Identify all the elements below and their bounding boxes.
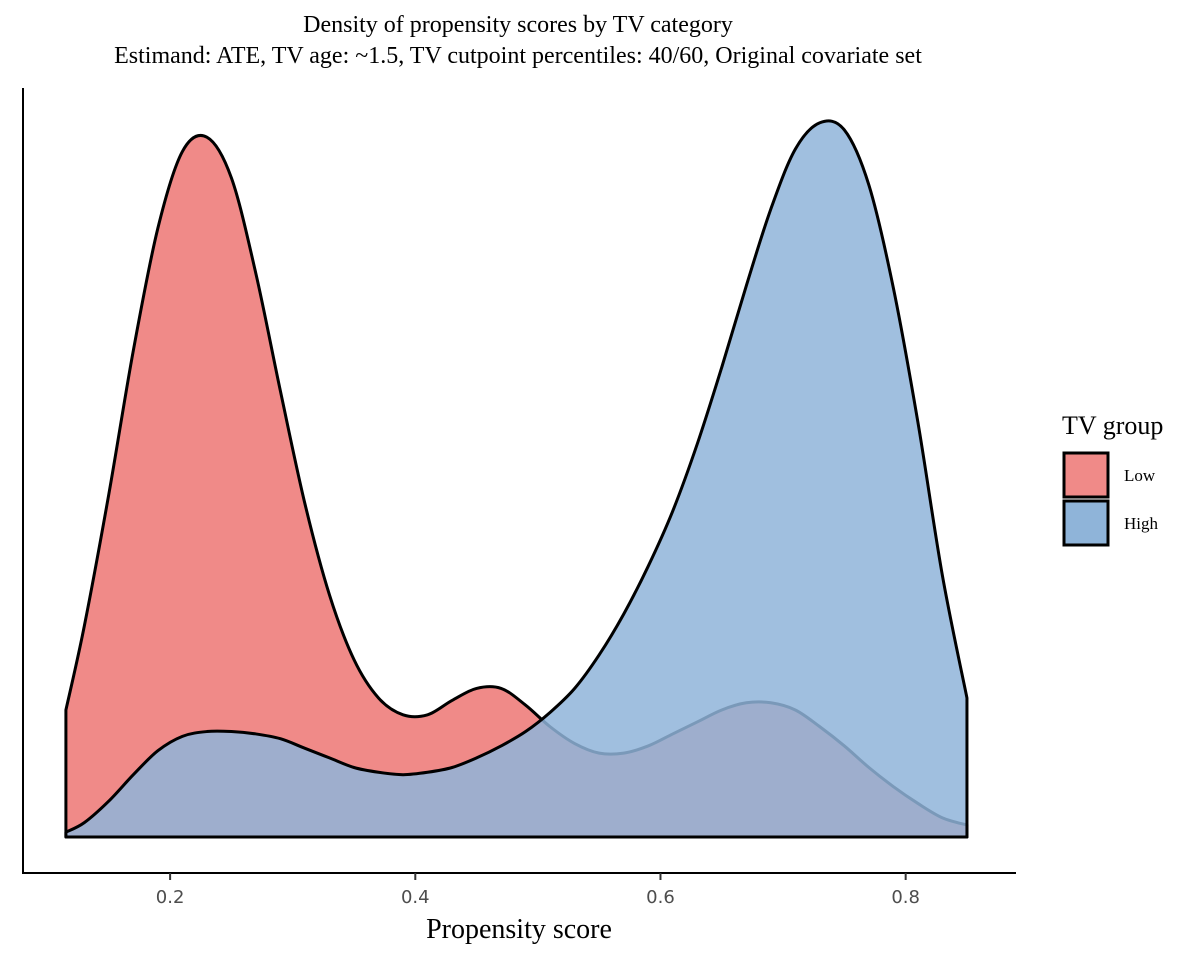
x-tick-label: 0.2 — [156, 887, 185, 908]
legend-title: TV group — [1062, 411, 1163, 440]
chart-subtitle: Estimand: ATE, TV age: ~1.5, TV cutpoint… — [114, 43, 922, 69]
x-axis-ticks: 0.2 0.4 0.6 0.8 — [156, 873, 920, 908]
x-tick-label: 0.6 — [646, 887, 675, 908]
legend-key-high — [1062, 499, 1110, 547]
x-tick-label: 0.4 — [401, 887, 430, 908]
plot-area — [64, 119, 969, 839]
density-area-high — [64, 119, 969, 839]
legend-label-high: High — [1124, 514, 1159, 533]
chart-title: Density of propensity scores by TV categ… — [303, 12, 733, 38]
legend-key-low — [1062, 451, 1110, 499]
legend-label-low: Low — [1124, 466, 1156, 485]
x-tick-label: 0.8 — [891, 887, 920, 908]
legend-items: Low High — [1062, 451, 1159, 547]
x-axis-label: Propensity score — [426, 914, 612, 945]
legend: TV group Low High — [1062, 411, 1163, 547]
